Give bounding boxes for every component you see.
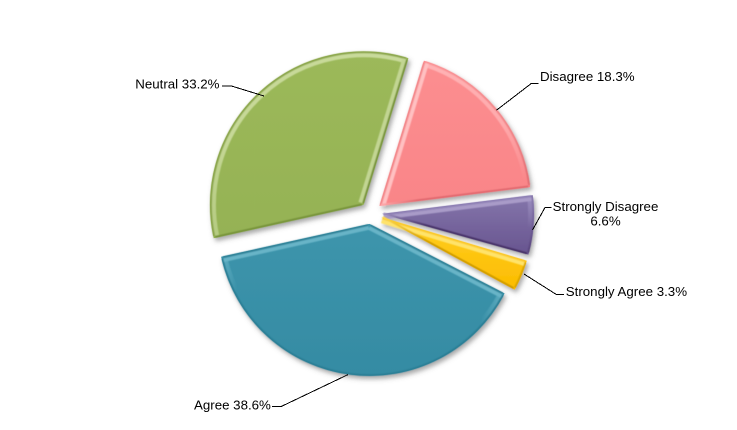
svg-text:Neutral 33.2%: Neutral 33.2% bbox=[135, 76, 219, 91]
svg-text:6.6%: 6.6% bbox=[590, 214, 620, 229]
svg-text:Disagree 18.3%: Disagree 18.3% bbox=[540, 69, 635, 84]
svg-text:Agree 38.6%: Agree 38.6% bbox=[194, 397, 271, 412]
svg-text:Strongly Disagree: Strongly Disagree bbox=[553, 199, 659, 214]
svg-text:Strongly Agree 3.3%: Strongly Agree 3.3% bbox=[566, 284, 687, 299]
